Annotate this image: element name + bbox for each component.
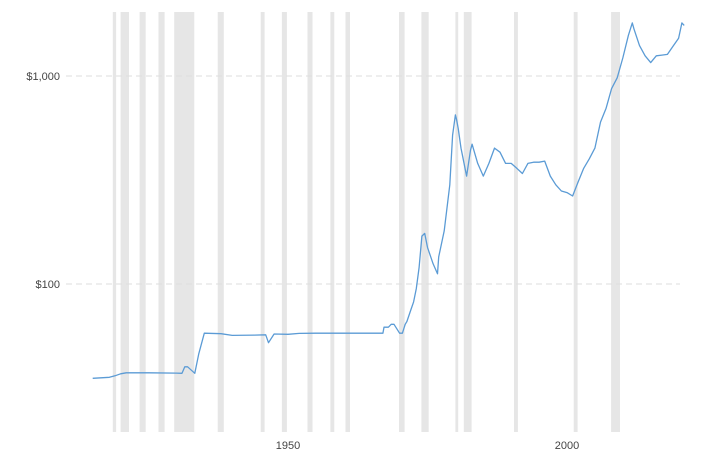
recession-band-11 [399, 12, 405, 432]
recession-band-10 [345, 12, 350, 432]
recession-band-13 [455, 12, 459, 432]
y-tick-label: $100 [36, 279, 60, 291]
recession-bands [112, 12, 620, 432]
recession-band-17 [611, 12, 620, 432]
y-axis-labels: $100 $1,000 [26, 71, 60, 291]
recession-band-0 [112, 12, 117, 432]
recession-band-7 [281, 12, 287, 432]
grid-lines [66, 75, 680, 285]
recession-band-14 [463, 12, 472, 432]
recession-band-3 [158, 12, 165, 432]
recession-band-9 [330, 12, 335, 432]
x-tick-label: 1950 [276, 440, 300, 452]
recession-band-16 [573, 12, 578, 432]
recession-band-8 [307, 12, 313, 432]
price-series-line [92, 22, 685, 379]
recession-band-15 [514, 12, 518, 432]
x-axis-labels: 1950 2000 [276, 440, 579, 452]
recession-band-6 [260, 12, 265, 432]
y-tick-label: $1,000 [26, 71, 60, 83]
recession-band-5 [217, 12, 224, 432]
x-tick-label: 2000 [555, 440, 579, 452]
recession-band-1 [120, 12, 129, 432]
recession-band-12 [421, 12, 429, 432]
recession-band-4 [174, 12, 195, 432]
recession-band-2 [139, 12, 146, 432]
